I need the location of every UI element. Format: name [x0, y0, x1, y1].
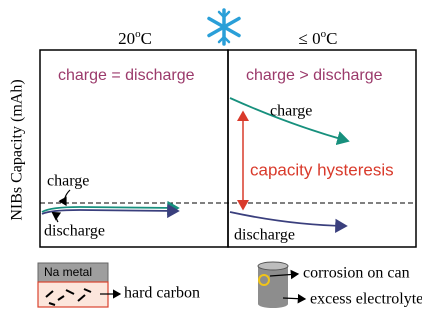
electrolyte-label: excess electrolyte: [310, 291, 422, 308]
hysteresis-label: capacity hysteresis: [250, 160, 394, 179]
y-axis-label: NIBs Capacity (mAh): [9, 79, 26, 220]
discharge-curve: [42, 210, 178, 214]
right-temperature: ≤ 0oC: [299, 28, 338, 48]
left-discharge-label: discharge: [44, 223, 105, 240]
left-temperature: 20oC: [118, 28, 152, 48]
discharge-curve: [230, 212, 346, 226]
snowflake-icon: [209, 10, 239, 44]
na-metal-label: Na metal: [44, 265, 92, 279]
right-charge-label: charge: [270, 103, 312, 120]
left-relation: charge = discharge: [58, 67, 195, 84]
pointer: [56, 213, 60, 222]
left-charge-label: charge: [47, 173, 89, 190]
figure: 20oC ≤ 0oC NIBs Capacity (mAh) charge = …: [0, 0, 422, 311]
right-relation: charge > discharge: [246, 67, 383, 84]
corrosion-label: corrosion on can: [303, 265, 410, 282]
can-icon: [258, 262, 288, 308]
hard-carbon-label: hard carbon: [124, 285, 200, 302]
right-discharge-label: discharge: [234, 227, 295, 244]
